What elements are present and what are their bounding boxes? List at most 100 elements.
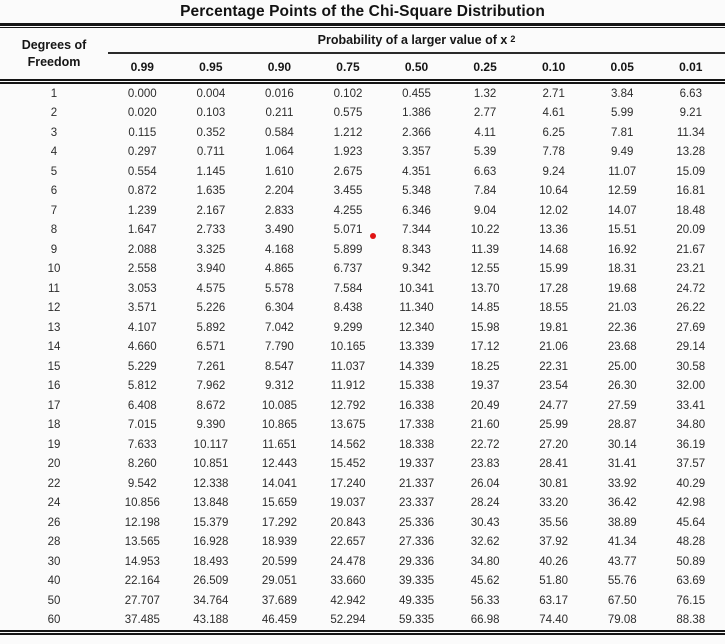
value-cell: 1.386 bbox=[402, 107, 431, 120]
value-cell: 2.675 bbox=[333, 165, 363, 178]
value-cell: 52.294 bbox=[330, 614, 366, 627]
value-cell: 7.962 bbox=[196, 380, 226, 393]
value-cell: 24.72 bbox=[676, 282, 706, 295]
value-cell: 67.50 bbox=[607, 594, 637, 607]
table-row: 9 2.088 3.325 4.168 5.899 8.343 11.39 14.68 16.9… bbox=[0, 240, 725, 260]
table-row: 50 27.707 34.764 37.689 42.942 49.335 56.33 63.… bbox=[0, 591, 725, 611]
value-cell: 8.547 bbox=[265, 360, 294, 373]
value-cell: 7.790 bbox=[265, 341, 294, 354]
value-cell: 9.21 bbox=[679, 107, 702, 120]
value-cell: 3.940 bbox=[196, 263, 226, 276]
probability-header-superscript: 2 bbox=[510, 34, 516, 44]
value-cell: 23.21 bbox=[676, 263, 706, 276]
value-cell: 10.117 bbox=[193, 438, 228, 451]
value-cell: 3.84 bbox=[611, 87, 634, 100]
df-cell: 16 bbox=[47, 380, 61, 393]
value-cell: 20.843 bbox=[330, 516, 366, 529]
value-cell: 42.98 bbox=[676, 497, 706, 510]
value-cell: 0.000 bbox=[127, 87, 157, 100]
value-cell: 3.053 bbox=[127, 282, 157, 295]
column-headers-row: 0.99 0.95 0.90 0.75 0.50 0.25 0.10 0.05 0.01 bbox=[108, 54, 725, 79]
value-cell: 76.15 bbox=[676, 594, 706, 607]
value-cell: 22.31 bbox=[539, 360, 569, 373]
value-cell: 17.240 bbox=[330, 477, 366, 490]
value-cell: 11.340 bbox=[399, 302, 434, 315]
value-cell: 22.72 bbox=[470, 438, 500, 451]
value-cell: 5.892 bbox=[196, 321, 226, 334]
value-cell: 21.03 bbox=[607, 302, 637, 315]
table-row: 28 13.565 16.928 18.939 22.657 27.336 32.62 37.… bbox=[0, 533, 725, 553]
df-cell: 13 bbox=[47, 321, 61, 334]
value-cell: 63.17 bbox=[539, 594, 569, 607]
value-cell: 5.071 bbox=[333, 224, 363, 237]
value-cell: 51.80 bbox=[539, 575, 569, 588]
value-cell: 0.211 bbox=[265, 107, 294, 120]
value-cell: 15.98 bbox=[470, 321, 500, 334]
value-cell: 26.22 bbox=[676, 302, 706, 315]
df-cell: 1 bbox=[50, 87, 58, 100]
value-cell: 6.571 bbox=[196, 341, 226, 354]
value-cell: 32.62 bbox=[470, 536, 500, 549]
value-cell: 22.657 bbox=[330, 536, 366, 549]
value-cell: 7.81 bbox=[611, 126, 634, 139]
column-header: 0.50 bbox=[404, 59, 429, 74]
value-cell: 3.571 bbox=[127, 302, 157, 315]
table-row: 26 12.198 15.379 17.292 20.843 25.336 30.43 35.… bbox=[0, 513, 725, 533]
value-cell: 5.99 bbox=[611, 107, 634, 120]
value-cell: 39.335 bbox=[398, 575, 435, 588]
value-cell: 1.145 bbox=[196, 165, 226, 178]
value-cell: 6.25 bbox=[542, 126, 565, 139]
value-cell: 22.164 bbox=[124, 575, 160, 588]
value-cell: 42.942 bbox=[330, 594, 366, 607]
value-cell: 33.41 bbox=[676, 399, 706, 412]
value-cell: 2.77 bbox=[473, 107, 497, 120]
value-cell: 18.939 bbox=[261, 536, 297, 549]
value-cell: 79.08 bbox=[607, 614, 637, 627]
value-cell: 55.76 bbox=[607, 575, 637, 588]
df-cell: 2 bbox=[50, 107, 58, 120]
value-cell: 18.493 bbox=[193, 555, 229, 568]
value-cell: 27.20 bbox=[539, 438, 569, 451]
value-cell: 5.229 bbox=[127, 360, 157, 373]
value-cell: 41.34 bbox=[607, 536, 637, 549]
table-row: 3 0.115 0.352 0.584 1.212 2.366 4.11 6.25 7.81 11… bbox=[0, 123, 725, 143]
value-cell: 9.04 bbox=[473, 204, 497, 217]
value-cell: 23.54 bbox=[539, 380, 569, 393]
value-cell: 15.09 bbox=[676, 165, 706, 178]
value-cell: 14.68 bbox=[539, 243, 569, 256]
value-cell: 19.037 bbox=[330, 497, 366, 510]
value-cell: 10.865 bbox=[261, 419, 297, 432]
value-cell: 2.366 bbox=[402, 126, 431, 139]
table-row: 17 6.408 8.672 10.085 12.792 16.338 20.49 24.77… bbox=[0, 396, 725, 416]
value-cell: 13.28 bbox=[676, 146, 706, 159]
value-cell: 15.51 bbox=[607, 224, 637, 237]
value-cell: 7.015 bbox=[127, 419, 157, 432]
value-cell: 17.292 bbox=[261, 516, 297, 529]
value-cell: 4.11 bbox=[474, 126, 496, 139]
value-cell: 3.357 bbox=[402, 146, 431, 159]
value-cell: 43.188 bbox=[193, 614, 229, 627]
value-cell: 11.39 bbox=[471, 243, 500, 256]
value-cell: 7.584 bbox=[333, 282, 363, 295]
table-row: 6 0.872 1.635 2.204 3.455 5.348 7.84 10.64 12.59… bbox=[0, 182, 725, 202]
df-cell: 18 bbox=[47, 419, 61, 432]
df-cell: 3 bbox=[50, 126, 58, 139]
value-cell: 0.103 bbox=[196, 107, 226, 120]
value-cell: 15.379 bbox=[193, 516, 229, 529]
value-cell: 4.660 bbox=[127, 341, 157, 354]
df-header-line2: Freedom bbox=[27, 54, 81, 69]
df-cell: 12 bbox=[47, 302, 61, 315]
table-row: 16 5.812 7.962 9.312 11.912 15.338 19.37 23.54 2… bbox=[0, 377, 725, 397]
table-row: 1 0.000 0.004 0.016 0.102 0.455 1.32 2.71 3.84 6.… bbox=[0, 84, 725, 104]
page-title: Percentage Points of the Chi-Square Dist… bbox=[180, 3, 545, 20]
value-cell: 11.07 bbox=[608, 165, 637, 178]
value-cell: 0.016 bbox=[265, 87, 294, 100]
value-cell: 11.912 bbox=[330, 380, 366, 393]
value-cell: 10.165 bbox=[330, 341, 366, 354]
value-cell: 0.352 bbox=[196, 126, 226, 139]
value-cell: 3.455 bbox=[333, 185, 363, 198]
value-cell: 19.337 bbox=[398, 458, 435, 471]
value-cell: 3.325 bbox=[196, 243, 226, 256]
